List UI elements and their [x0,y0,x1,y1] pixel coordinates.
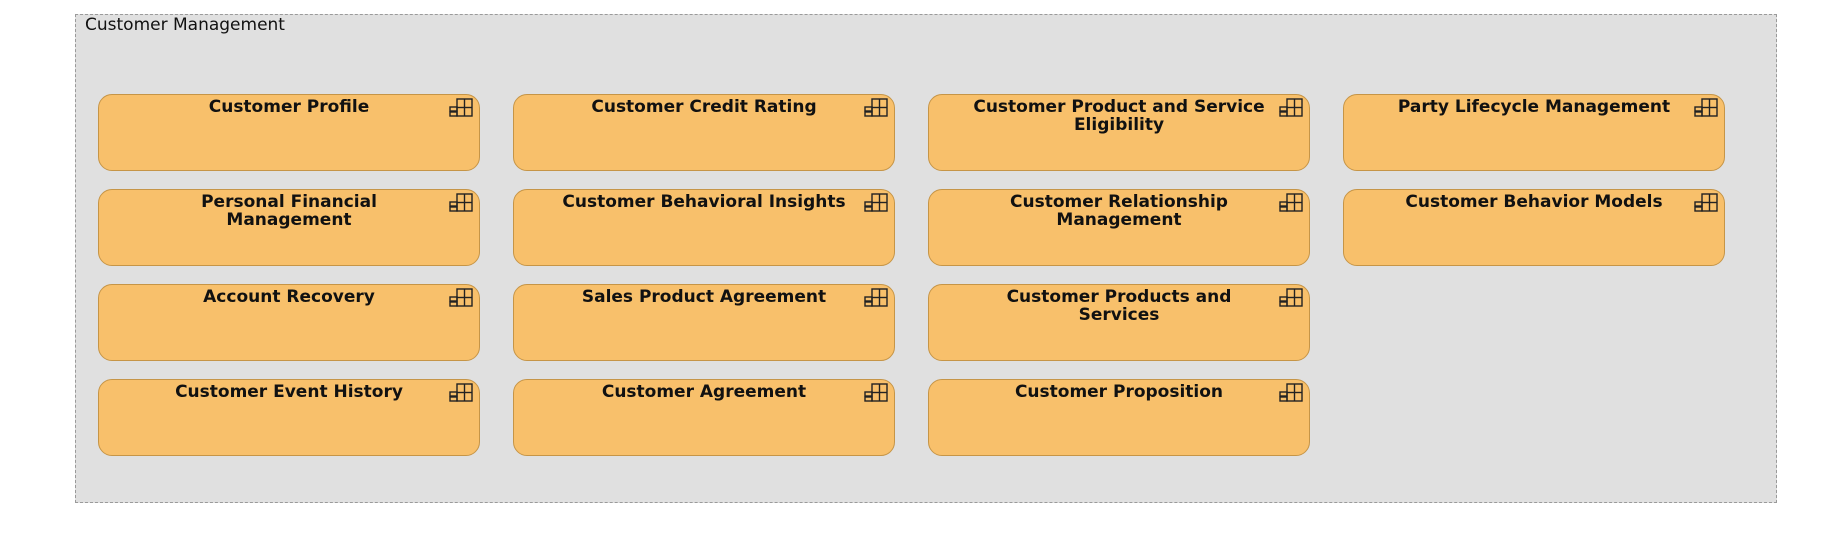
component-label: Sales Product Agreement [581,287,827,307]
component-icon [1278,193,1304,213]
component-customer-credit-rating[interactable]: Customer Credit Rating [513,94,895,171]
component-label: Party Lifecycle Management [1397,97,1671,117]
component-customer-proposition[interactable]: Customer Proposition [928,379,1310,456]
component-customer-behavior-models[interactable]: Customer Behavior Models [1343,189,1725,266]
component-label: Customer Behavioral Insights [562,192,846,212]
component-customer-behavioral-insights[interactable]: Customer Behavioral Insights [513,189,895,266]
component-icon [1278,288,1304,308]
component-label: Account Recovery [203,287,375,307]
component-icon [448,383,474,403]
component-icon [863,383,889,403]
component-icon [863,98,889,118]
component-personal-financial-management[interactable]: Personal Financial Management [98,189,480,266]
component-customer-product-and-service-eligibility[interactable]: Customer Product and Service Eligibility [928,94,1310,171]
component-label: Customer Agreement [601,382,807,402]
component-label: Customer Relationship Management [1010,192,1228,230]
component-icon [863,193,889,213]
component-label: Customer Behavior Models [1405,192,1663,212]
component-label: Customer Product and Service Eligibility [973,97,1265,135]
component-icon [1278,383,1304,403]
component-icon [448,288,474,308]
component-customer-profile[interactable]: Customer Profile [98,94,480,171]
component-label: Customer Profile [208,97,370,117]
component-customer-products-and-services[interactable]: Customer Products and Services [928,284,1310,361]
component-sales-product-agreement[interactable]: Sales Product Agreement [513,284,895,361]
component-icon [1693,98,1719,118]
component-icon [1278,98,1304,118]
component-label: Customer Products and Services [1006,287,1232,325]
component-icon [448,98,474,118]
component-account-recovery[interactable]: Account Recovery [98,284,480,361]
group-title: Customer Management [85,15,285,35]
component-icon [1693,193,1719,213]
component-label: Customer Credit Rating [591,97,817,117]
component-label: Customer Event History [175,382,403,402]
component-party-lifecycle-management[interactable]: Party Lifecycle Management [1343,94,1725,171]
component-label: Personal Financial Management [201,192,377,230]
component-customer-relationship-management[interactable]: Customer Relationship Management [928,189,1310,266]
component-customer-agreement[interactable]: Customer Agreement [513,379,895,456]
component-icon [863,288,889,308]
component-label: Customer Proposition [1014,382,1224,402]
component-icon [448,193,474,213]
component-customer-event-history[interactable]: Customer Event History [98,379,480,456]
